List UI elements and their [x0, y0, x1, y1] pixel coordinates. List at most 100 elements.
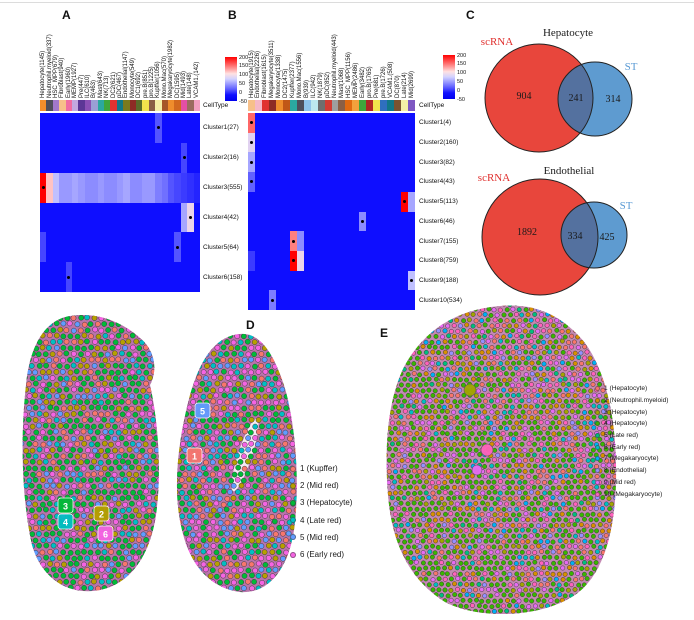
- heatmap-A-cell: [65, 202, 73, 233]
- heatmap-B-cell: [268, 132, 277, 153]
- heatmap-B-cell: [380, 172, 388, 193]
- heatmap-A-cell: [136, 232, 143, 263]
- legend-color-dot: [290, 499, 296, 506]
- heatmap-B-row-label: Cluster7(155): [419, 237, 459, 245]
- heatmap-A-celltype-strip-cell: [84, 100, 92, 111]
- heatmap-A-cell: [65, 232, 73, 263]
- heatmap-B-celltype-strip-cell: [282, 100, 291, 111]
- heatmap-B-cell: [331, 191, 339, 212]
- legend-label: 1 (Kupffer): [300, 464, 338, 474]
- heatmap-B-cell: [275, 211, 284, 232]
- heatmap-A-cell: [91, 113, 98, 144]
- heatmap-A-cell: [148, 113, 156, 144]
- heatmap-B-cell: [366, 250, 374, 271]
- heatmap-B-cell: [254, 191, 263, 212]
- heatmap-B-cell: [366, 113, 374, 134]
- heatmap-B-cell: [275, 191, 284, 212]
- heatmap-B-cell: [303, 152, 312, 173]
- heatmap-B-cell: [401, 113, 409, 134]
- heatmap-A-cell: [129, 113, 137, 144]
- heatmap-B-colorbar-tick: -50: [457, 96, 465, 103]
- heatmap-A-celltype-strip-cell: [136, 100, 143, 111]
- heatmap-A-row-label: Cluster5(64): [203, 243, 239, 251]
- heatmap-B-column-label: Mono.Mac(1556): [297, 52, 304, 98]
- heatmap-B-cell: [380, 270, 388, 291]
- panel-d-cluster-marker-label: 5: [200, 407, 205, 417]
- panel-d-cluster-marker-label: 6: [103, 530, 108, 540]
- heatmap-A-celltype-strip-cell: [193, 100, 201, 111]
- heatmap-A-column-label: VCAM1.(142): [193, 61, 200, 98]
- heatmap-B-column-label: ILC(942): [311, 74, 318, 98]
- heatmap-B-cell: [248, 250, 256, 271]
- heatmap-B-cell: [261, 231, 270, 252]
- heatmap-A-column-label: Mono.Mac(570): [161, 55, 168, 98]
- heatmap-A-cell: [174, 142, 182, 174]
- heatmap-B-cell: [331, 231, 339, 252]
- heatmap-A-cell: [148, 202, 156, 233]
- heatmap-A-cell: [52, 202, 60, 233]
- legend-item: 2 (Neutrophil.myeloid): [595, 395, 669, 407]
- heatmap-B-cell: [268, 270, 277, 291]
- heatmap-A-cell: [136, 142, 143, 174]
- heatmap-B-cell: [261, 270, 270, 291]
- heatmap-A-celltype-label: CellType: [203, 102, 229, 109]
- heatmap-B-cell: [352, 152, 360, 173]
- heatmap-B-cell: [373, 113, 381, 134]
- heatmap-B-cell: [359, 113, 367, 134]
- heatmap-B-cell: [317, 211, 325, 232]
- heatmap-B-cell: [296, 270, 305, 291]
- heatmap-B-cell: [248, 211, 256, 232]
- heatmap-B-column-label: HSC_MPP(1156): [345, 52, 352, 98]
- heatmap-A-celltype-strip-cell: [104, 100, 111, 111]
- heatmap-A-cell: [40, 113, 47, 144]
- heatmap-A-cell: [161, 172, 169, 203]
- heatmap-A-cell: [193, 232, 201, 263]
- heatmap-B-significance-dot: [403, 200, 407, 204]
- heatmap-B-cell: [373, 270, 381, 291]
- heatmap-A-cell: [116, 262, 124, 293]
- heatmap-B-cell: [373, 152, 381, 173]
- legend-color-dot: [595, 421, 600, 427]
- heatmap-A-cell: [46, 172, 54, 203]
- heatmap-B-cell: [331, 250, 339, 271]
- heatmap-A-cell: [84, 172, 92, 203]
- heatmap-A-column-label: Monocyte(549): [129, 57, 136, 98]
- venn2-scrna-outline: [481, 178, 599, 296]
- heatmap-B-cell: [261, 113, 270, 134]
- heatmap-B-celltype-strip-cell: [289, 100, 298, 111]
- heatmap-A-row-label: Cluster6(158): [203, 273, 243, 281]
- heatmap-B-column-label: Monocyte(1338): [276, 54, 283, 98]
- panel-d-cluster-marker-box: [194, 402, 211, 419]
- heatmap-A-cell: [116, 202, 124, 233]
- heatmap-B-cell: [359, 231, 367, 252]
- heatmap-B-cell: [408, 231, 416, 252]
- heatmap-A-cell: [84, 202, 92, 233]
- heatmap-B-cell: [296, 152, 305, 173]
- heatmap-A-column-label: Kupffer(1056): [155, 61, 162, 98]
- heatmap-B-cell: [282, 113, 291, 134]
- heatmap-B-celltype-strip-cell: [380, 100, 388, 111]
- heatmap-B-cell: [268, 191, 277, 212]
- heatmap-A-celltype-strip-cell: [72, 100, 79, 111]
- heatmap-B-celltype-strip-cell: [331, 100, 339, 111]
- heatmap-A-celltype-strip-cell: [110, 100, 118, 111]
- legend-label: 2 (Neutrophil.myeloid): [604, 397, 669, 405]
- heatmap-B-cell: [345, 290, 353, 311]
- heatmap-B-colorbar-tick: 50: [457, 78, 464, 85]
- heatmap-B-cell: [303, 132, 312, 153]
- legend-color-dot: [290, 534, 296, 541]
- legend-color-dot: [290, 465, 296, 472]
- heatmap-A-celltype-strip-cell: [180, 100, 188, 111]
- heatmap-A-celltype-strip-cell: [161, 100, 169, 111]
- legend-item: 10 (Megakaryocyte): [595, 488, 669, 500]
- heatmap-B-cell: [324, 172, 332, 193]
- heatmap-B-column-label: Mast(1068): [338, 67, 345, 98]
- heatmap-B-cell: [359, 250, 367, 271]
- panel-label-a: A: [62, 8, 71, 22]
- heatmap-B-celltype-strip-cell: [275, 100, 284, 111]
- heatmap-A-cell: [78, 202, 86, 233]
- heatmap-B-cell: [394, 132, 402, 153]
- heatmap-B-cell: [324, 211, 332, 232]
- heatmap-B-row-label: Cluster6(46): [419, 217, 455, 225]
- heatmap-B-cell: [303, 270, 312, 291]
